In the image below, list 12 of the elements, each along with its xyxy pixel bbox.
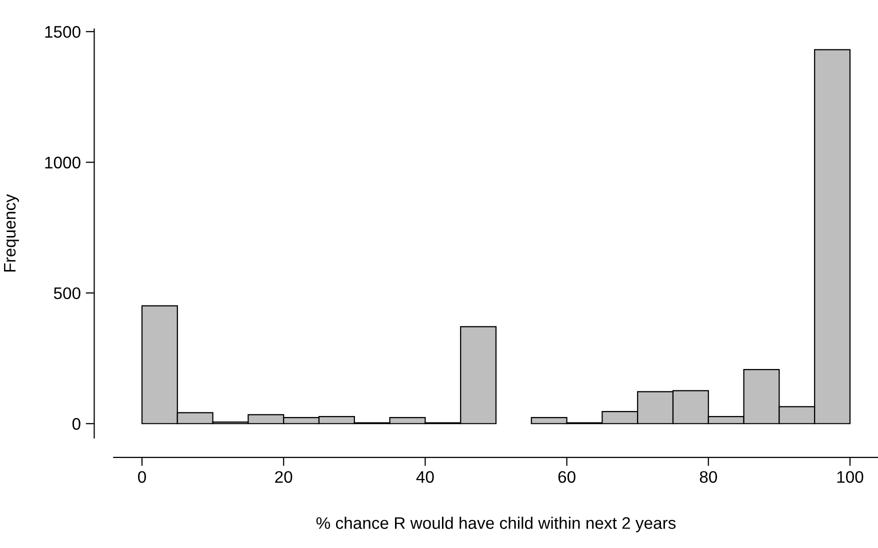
x-tick-label: 40	[416, 471, 434, 483]
x-tick-label: 60	[558, 471, 576, 483]
x-tick-label: 20	[275, 471, 292, 483]
x-axis-title: % chance R would have child within next 2 years	[316, 516, 676, 532]
y-axis-title: Frequency	[4, 194, 19, 272]
x-tick-label: 100	[837, 471, 864, 483]
y-tick-label: 1500	[45, 26, 80, 38]
y-tick-label: 0	[72, 418, 80, 430]
y-tick-label: 1000	[45, 156, 80, 168]
y-tick-label: 500	[54, 287, 80, 300]
x-tick-label: 80	[700, 471, 718, 483]
x-tick-label: 0	[138, 471, 146, 483]
